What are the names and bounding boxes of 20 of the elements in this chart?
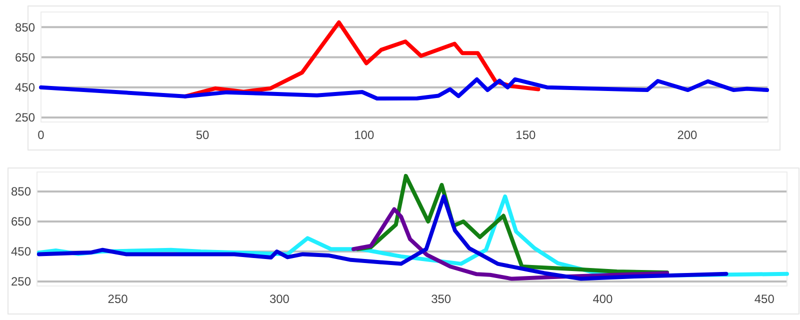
y-tick-label: 450 xyxy=(14,80,36,95)
line-series xyxy=(351,207,670,281)
x-tick-label: 150 xyxy=(516,128,536,142)
y-tick-label: 850 xyxy=(14,20,36,34)
x-tick-label: 50 xyxy=(196,128,210,142)
x-tick-label: 450 xyxy=(754,292,775,306)
x-tick-label: 100 xyxy=(354,128,374,142)
x-tick-label: 300 xyxy=(269,292,290,306)
y-tick-label: 850 xyxy=(10,184,32,199)
y-tick-label: 250 xyxy=(10,274,32,289)
x-tick-label: 200 xyxy=(677,128,698,142)
x-tick-label: 0 xyxy=(38,128,45,142)
y-tick-label: 250 xyxy=(14,110,36,125)
x-tick-label: 350 xyxy=(431,292,452,306)
x-tick-label: 400 xyxy=(592,292,614,306)
y-tick-label: 650 xyxy=(14,50,36,64)
y-tick-label: 650 xyxy=(10,214,32,229)
x-tick-label: 250 xyxy=(108,292,128,306)
line-series xyxy=(39,77,770,100)
y-tick-label: 450 xyxy=(10,244,32,259)
